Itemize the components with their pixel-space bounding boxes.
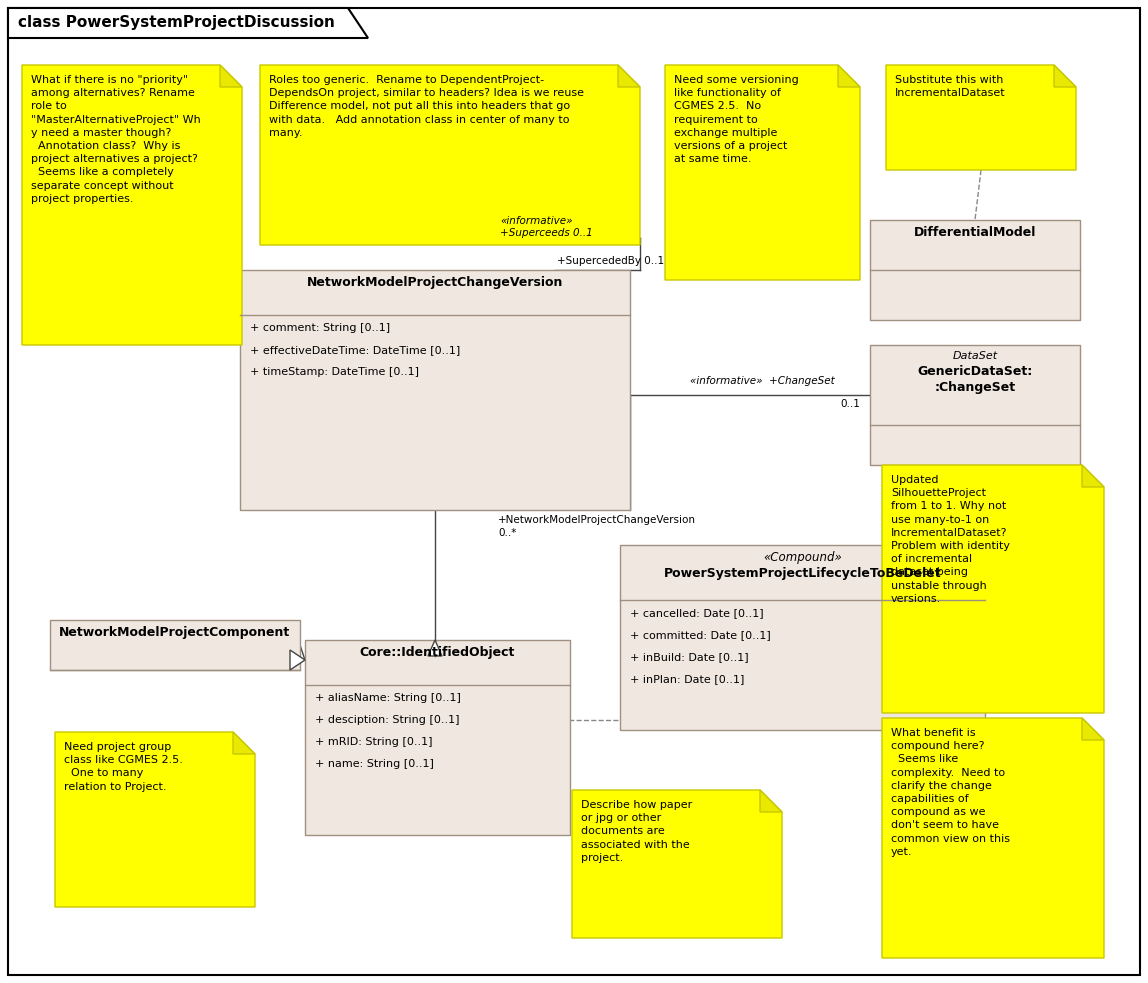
FancyBboxPatch shape: [51, 620, 300, 670]
Text: +SupercededBy 0..1: +SupercededBy 0..1: [557, 256, 665, 266]
Text: Roles too generic.  Rename to DependentProject-
DependsOn project, similar to he: Roles too generic. Rename to DependentPr…: [269, 75, 584, 138]
Polygon shape: [618, 65, 639, 87]
Text: DataSet: DataSet: [953, 351, 998, 361]
Text: «informative»  +ChangeSet: «informative» +ChangeSet: [690, 376, 835, 386]
Text: + mRID: String [0..1]: + mRID: String [0..1]: [315, 737, 433, 747]
Text: Updated
SilhouetteProject
from 1 to 1. Why not
use many-to-1 on
IncrementalDatas: Updated SilhouetteProject from 1 to 1. W…: [891, 475, 1010, 604]
Polygon shape: [838, 65, 860, 87]
Polygon shape: [886, 65, 1076, 170]
Text: Need project group
class like CGMES 2.5.
  One to many
relation to Project.: Need project group class like CGMES 2.5.…: [64, 742, 183, 791]
FancyBboxPatch shape: [620, 545, 985, 730]
Polygon shape: [1083, 465, 1104, 487]
Text: + effectiveDateTime: DateTime [0..1]: + effectiveDateTime: DateTime [0..1]: [250, 345, 460, 355]
Polygon shape: [233, 732, 255, 754]
Text: + committed: Date [0..1]: + committed: Date [0..1]: [630, 630, 770, 640]
Text: + comment: String [0..1]: + comment: String [0..1]: [250, 323, 390, 333]
Polygon shape: [665, 65, 860, 280]
Text: NetworkModelProjectChangeVersion: NetworkModelProjectChangeVersion: [307, 276, 564, 289]
Text: class PowerSystemProjectDiscussion: class PowerSystemProjectDiscussion: [18, 16, 335, 30]
Polygon shape: [220, 65, 242, 87]
Text: + timeStamp: DateTime [0..1]: + timeStamp: DateTime [0..1]: [250, 367, 419, 377]
Polygon shape: [572, 790, 782, 938]
Polygon shape: [8, 8, 369, 38]
FancyBboxPatch shape: [240, 270, 630, 510]
Text: + inBuild: Date [0..1]: + inBuild: Date [0..1]: [630, 652, 748, 662]
Text: 0..1: 0..1: [840, 399, 860, 409]
Polygon shape: [882, 718, 1104, 958]
Text: + cancelled: Date [0..1]: + cancelled: Date [0..1]: [630, 608, 763, 618]
Text: + desciption: String [0..1]: + desciption: String [0..1]: [315, 715, 459, 725]
FancyBboxPatch shape: [305, 640, 571, 835]
Polygon shape: [259, 65, 639, 245]
Polygon shape: [1054, 65, 1076, 87]
Polygon shape: [428, 640, 442, 656]
Text: What benefit is
compound here?
  Seems like
complexity.  Need to
clarify the cha: What benefit is compound here? Seems lik…: [891, 728, 1010, 857]
Text: +NetworkModelProjectChangeVersion: +NetworkModelProjectChangeVersion: [498, 515, 696, 525]
Polygon shape: [290, 650, 305, 670]
Text: What if there is no "priority"
among alternatives? Rename
role to
"MasterAlterna: What if there is no "priority" among alt…: [31, 75, 201, 203]
Text: + inPlan: Date [0..1]: + inPlan: Date [0..1]: [630, 674, 744, 684]
Text: Describe how paper
or jpg or other
documents are
associated with the
project.: Describe how paper or jpg or other docum…: [581, 800, 692, 863]
Text: + name: String [0..1]: + name: String [0..1]: [315, 759, 434, 769]
Text: Core::IdentifiedObject: Core::IdentifiedObject: [359, 646, 515, 659]
Text: + aliasName: String [0..1]: + aliasName: String [0..1]: [315, 693, 460, 703]
Text: DifferentialModel: DifferentialModel: [914, 226, 1037, 239]
FancyBboxPatch shape: [870, 220, 1080, 320]
Text: NetworkModelProjectComponent: NetworkModelProjectComponent: [60, 626, 290, 639]
Text: «Compound»: «Compound»: [763, 551, 841, 564]
Text: «informative»
+Superceeds 0..1: «informative» +Superceeds 0..1: [501, 216, 592, 238]
FancyBboxPatch shape: [870, 345, 1080, 465]
Text: Substitute this with
IncrementalDataset: Substitute this with IncrementalDataset: [895, 75, 1006, 98]
Polygon shape: [1083, 718, 1104, 740]
Text: Need some versioning
like functionality of
CGMES 2.5.  No
requirement to
exchang: Need some versioning like functionality …: [674, 75, 799, 164]
Text: 0..*: 0..*: [498, 528, 517, 538]
Polygon shape: [760, 790, 782, 812]
Polygon shape: [55, 732, 255, 907]
Polygon shape: [882, 465, 1104, 713]
FancyBboxPatch shape: [8, 8, 1140, 975]
Text: PowerSystemProjectLifecycleToBeDelet: PowerSystemProjectLifecycleToBeDelet: [664, 567, 941, 580]
Text: GenericDataSet:
:ChangeSet: GenericDataSet: :ChangeSet: [917, 365, 1032, 394]
Polygon shape: [22, 65, 242, 345]
